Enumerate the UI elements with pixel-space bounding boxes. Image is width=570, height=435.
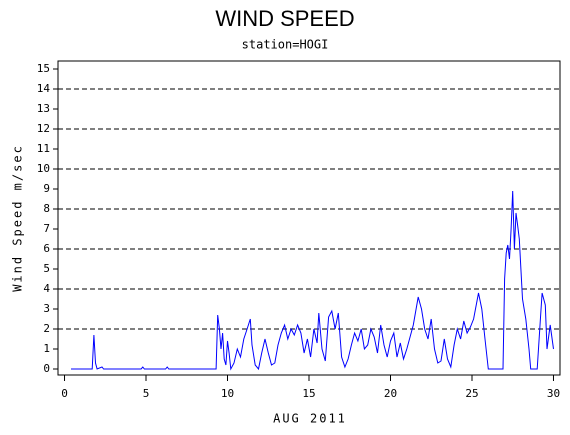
x-axis-label: AUG 2011 — [273, 412, 347, 426]
chart-subtitle: station=HOGI — [242, 38, 329, 52]
y-tick-label: 3 — [43, 302, 50, 315]
x-tick-label: 30 — [547, 387, 560, 400]
x-tick-label: 10 — [221, 387, 234, 400]
y-tick-label: 10 — [37, 162, 50, 175]
chart-title: WIND SPEED — [215, 6, 354, 31]
y-tick-label: 5 — [43, 262, 50, 275]
y-axis-label: Wind Speed m/sec — [11, 144, 25, 292]
y-tick-label: 12 — [37, 122, 50, 135]
plot-frame — [57, 60, 561, 376]
x-tick-label: 20 — [384, 387, 397, 400]
y-tick-label: 9 — [43, 182, 50, 195]
y-tick-label: 2 — [43, 322, 50, 335]
x-tick-label: 25 — [465, 387, 478, 400]
y-tick-label: 15 — [37, 62, 50, 75]
y-tick-label: 8 — [43, 202, 50, 215]
y-tick-label: 0 — [43, 362, 50, 375]
y-tick-label: 4 — [43, 282, 50, 295]
y-tick-label: 6 — [43, 242, 50, 255]
y-tick-label: 14 — [37, 82, 51, 95]
x-tick-label: 0 — [61, 387, 68, 400]
y-tick-label: 13 — [37, 102, 50, 115]
x-tick-label: 5 — [143, 387, 150, 400]
y-tick-label: 1 — [43, 342, 50, 355]
y-tick-label: 11 — [37, 142, 50, 155]
wind-speed-line — [71, 190, 554, 371]
y-tick-label: 7 — [43, 222, 50, 235]
x-tick-label: 15 — [302, 387, 315, 400]
